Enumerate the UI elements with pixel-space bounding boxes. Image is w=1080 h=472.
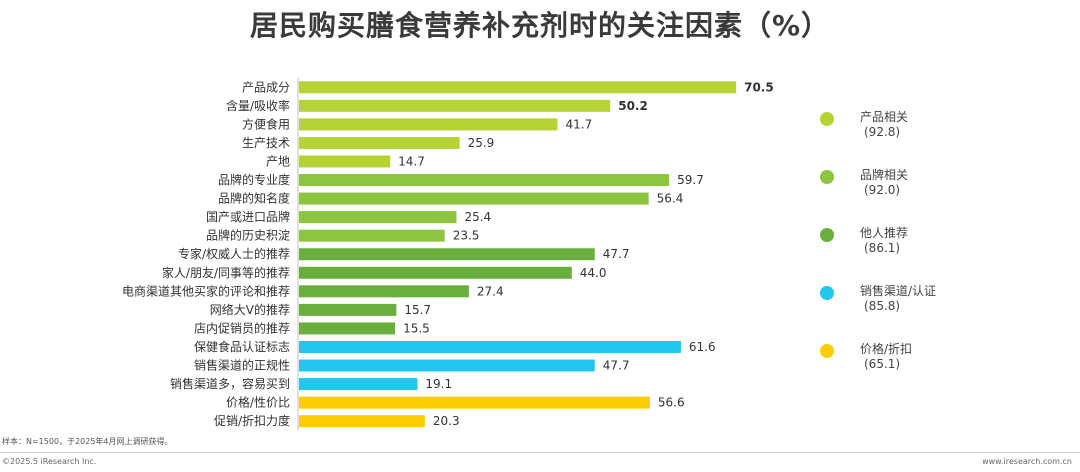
footer-divider — [0, 452, 1080, 453]
value-label: 19.1 — [425, 377, 452, 391]
value-label: 25.4 — [464, 210, 491, 224]
legend-name: 他人推荐 — [860, 226, 909, 240]
legend-item: 产品相关 (92.8) — [820, 108, 1040, 148]
category-label: 销售渠道的正规性 — [194, 358, 290, 373]
legend-dot-icon — [820, 112, 834, 126]
category-label: 销售渠道多，容易买到 — [170, 376, 290, 391]
value-label: 44.0 — [580, 266, 607, 280]
bar — [299, 285, 469, 298]
category-label: 家人/朋友/同事等的推荐 — [162, 265, 290, 280]
bar — [299, 303, 397, 316]
category-label: 产品成分 — [242, 80, 290, 94]
legend-dot-icon — [820, 170, 834, 184]
category-label: 店内促销员的推荐 — [194, 320, 290, 335]
legend-item: 他人推荐 (86.1) — [820, 224, 1040, 264]
legend-name: 价格/折扣 — [860, 342, 913, 356]
legend-total: (86.1) — [864, 241, 901, 255]
category-label: 国产或进口品牌 — [206, 210, 290, 224]
value-label: 47.7 — [603, 359, 630, 373]
value-label: 23.5 — [453, 229, 480, 243]
bar — [299, 378, 418, 391]
value-label: 20.3 — [433, 414, 460, 428]
legend-total: (92.8) — [864, 125, 901, 139]
website: www.iresearch.com.cn — [982, 457, 1072, 466]
category-label: 品牌的历史积淀 — [206, 228, 290, 243]
bar — [299, 155, 391, 168]
category-label: 网络大V的推荐 — [210, 302, 290, 317]
category-label: 电商渠道其他买家的评论和推荐 — [122, 283, 290, 298]
bar — [299, 359, 595, 372]
legend-dot-icon — [820, 344, 834, 358]
category-label: 促销/折扣力度 — [214, 413, 290, 428]
value-label: 50.2 — [618, 99, 648, 113]
category-label: 价格/性价比 — [226, 395, 290, 410]
value-label: 27.4 — [477, 284, 504, 298]
legend-name: 产品相关 — [860, 110, 909, 124]
legend-dot-icon — [820, 228, 834, 242]
legend-total: (92.0) — [864, 183, 901, 197]
value-label: 14.7 — [398, 154, 425, 168]
bar — [299, 81, 737, 94]
bar — [299, 229, 445, 242]
legend-total: (65.1) — [864, 357, 901, 371]
legend-name: 品牌相关 — [860, 168, 909, 182]
bar — [299, 136, 460, 149]
value-label: 61.6 — [689, 340, 716, 354]
legend-total: (85.8) — [864, 299, 901, 313]
category-label: 产地 — [266, 154, 290, 168]
value-label: 15.5 — [403, 321, 430, 335]
chart-title: 居民购买膳食营养补充剂时的关注因素（%） — [249, 9, 831, 42]
category-label: 生产技术 — [242, 136, 290, 150]
bar — [299, 118, 558, 131]
bar — [299, 396, 650, 409]
category-label: 专家/权威人士的推荐 — [178, 246, 290, 261]
bar — [299, 211, 457, 224]
category-label: 品牌的专业度 — [218, 172, 290, 187]
bar — [299, 340, 681, 353]
category-label: 品牌的知名度 — [218, 191, 290, 206]
footnote: 样本：N=1500，于2025年4月网上调研获得。 — [2, 437, 173, 446]
bar — [299, 192, 649, 205]
value-label: 56.6 — [658, 396, 685, 410]
value-label: 70.5 — [744, 80, 774, 94]
bar — [299, 248, 595, 261]
value-label: 15.7 — [404, 303, 431, 317]
value-label: 47.7 — [603, 247, 630, 261]
bar — [299, 99, 611, 112]
legend-item: 价格/折扣 (65.1) — [820, 340, 1040, 380]
category-label: 含量/吸收率 — [226, 98, 290, 113]
copyright: ©2025.5 iResearch Inc. — [2, 457, 97, 466]
value-label: 56.4 — [657, 192, 684, 206]
bar — [299, 415, 425, 428]
bar — [299, 322, 396, 335]
value-label: 25.9 — [468, 136, 495, 150]
legend-item: 品牌相关 (92.0) — [820, 166, 1040, 206]
legend-name: 销售渠道/认证 — [860, 284, 937, 298]
category-label: 方便食用 — [242, 116, 290, 131]
bar — [299, 174, 670, 187]
bar-chart: 产品成分 70.5 含量/吸收率 50.2 方便食用 41.7 生产技术 25.9 产地 14.7… — [122, 78, 774, 431]
legend-dot-icon — [820, 286, 834, 300]
legend-item: 销售渠道/认证 (85.8) — [820, 282, 1040, 322]
bar — [299, 266, 572, 279]
value-label: 41.7 — [566, 117, 593, 131]
value-label: 59.7 — [677, 173, 704, 187]
category-label: 保健食品认证标志 — [194, 339, 290, 354]
